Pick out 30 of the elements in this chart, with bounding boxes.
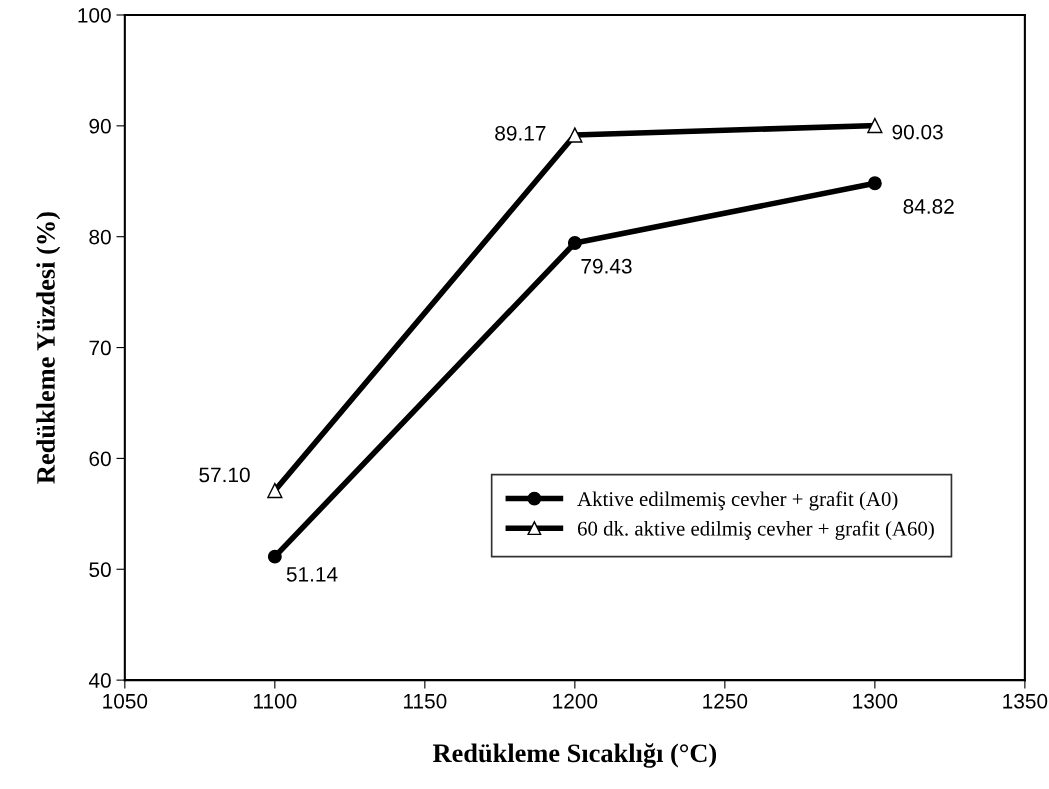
data-label: 90.03: [892, 124, 943, 140]
point: [567, 236, 582, 250]
data-label: 84.82: [903, 199, 954, 214]
data-label: 79.43: [581, 258, 632, 274]
x-tick-label: 1350: [1003, 693, 1048, 709]
data-label: 57.10: [199, 467, 250, 483]
point: [267, 549, 282, 564]
x-axis-title: Redükleme Sıcaklığı (°C): [432, 743, 717, 768]
y-tick-label: 60: [89, 451, 111, 467]
data-label: 89.17: [495, 125, 546, 141]
legend-label: Aktive edilmemiş cevher + grafit (A0): [577, 491, 898, 511]
y-tick-label: 70: [89, 340, 111, 356]
y-axis-title: Redükleme Yüzdesi (%): [36, 212, 61, 484]
point: [867, 117, 883, 134]
point: [267, 482, 283, 499]
y-tick-label: 100: [78, 7, 111, 23]
data-label: 51.14: [286, 567, 338, 582]
x-tick-label: 1250: [703, 693, 748, 709]
point: [867, 176, 882, 191]
x-tick-label: 1300: [853, 693, 898, 709]
x-tick-label: 1200: [553, 693, 598, 709]
x-tick-label: 1050: [103, 693, 148, 709]
legend-label: 60 dk. aktive edilmiş cevher + grafit (A60): [577, 520, 934, 540]
y-tick-label: 90: [89, 118, 111, 134]
point: [567, 127, 583, 143]
y-tick-label: 40: [88, 673, 111, 688]
x-tick-label: 1150: [404, 693, 447, 709]
x-tick-label: 1100: [254, 693, 297, 709]
y-tick-label: 80: [89, 229, 111, 245]
y-tick-label: 50: [89, 562, 111, 578]
